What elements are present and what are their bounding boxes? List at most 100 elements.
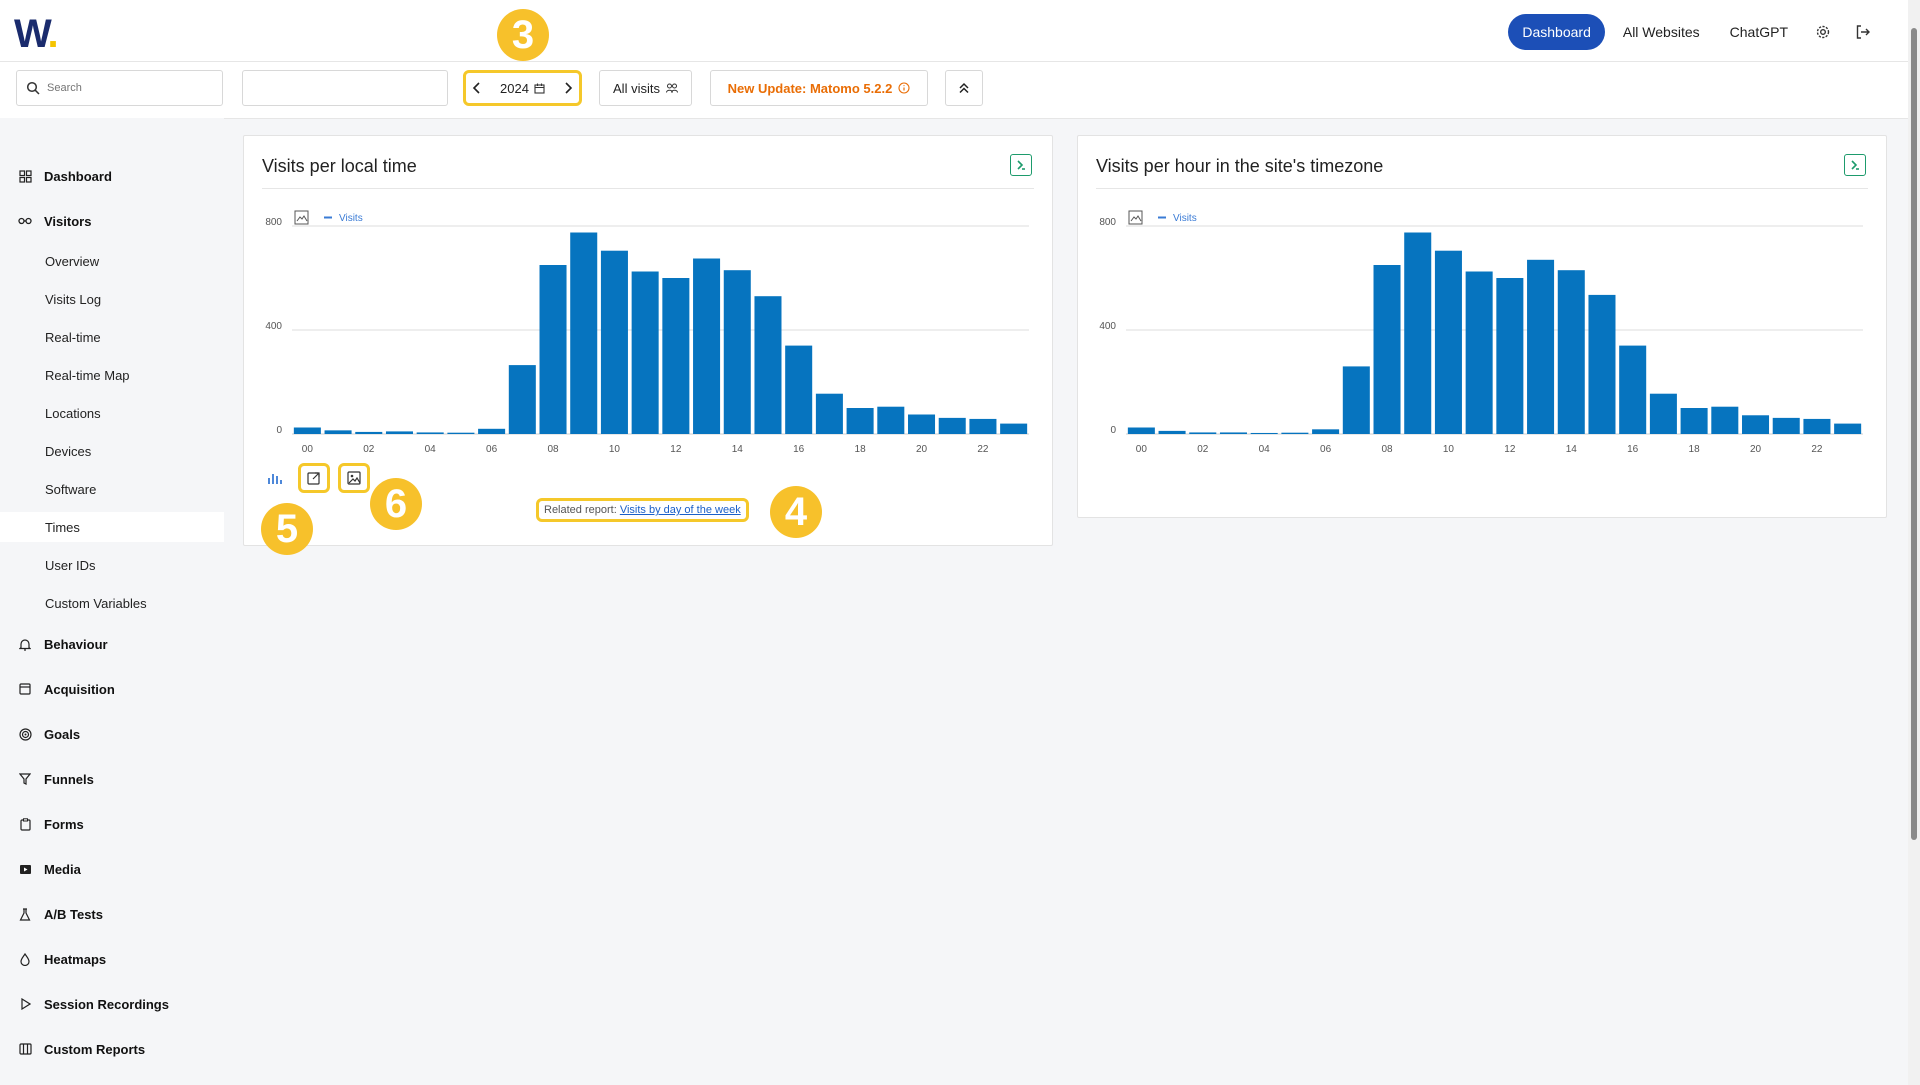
x-tick-label: 06 — [486, 444, 498, 455]
sidebar-item-forms[interactable]: Forms — [0, 809, 224, 839]
bar-03 — [385, 431, 413, 434]
related-report: Related report: Visits by day of the wee… — [536, 498, 749, 522]
x-tick-label: 04 — [1259, 444, 1271, 455]
sidebar-item-acquisition[interactable]: Acquisition — [0, 674, 224, 704]
sidebar-item-custom-variables[interactable]: Custom Variables — [0, 588, 224, 618]
bar-02 — [1189, 432, 1217, 434]
sidebar-item-behaviour[interactable]: Behaviour — [0, 629, 224, 659]
bar-13 — [1527, 259, 1555, 434]
sidebar-item-label: Acquisition — [44, 681, 115, 697]
sidebar-item-heatmaps[interactable]: Heatmaps — [0, 944, 224, 974]
sidebar-item-real-time-map[interactable]: Real-time Map — [0, 360, 224, 390]
sidebar-item-locations[interactable]: Locations — [0, 398, 224, 428]
legend-label: Visits — [1173, 213, 1197, 224]
drop-icon — [18, 952, 32, 966]
chevron-right-icon[interactable] — [563, 82, 573, 94]
scrollbar-thumb[interactable] — [1911, 28, 1917, 840]
segment-icon — [665, 83, 678, 93]
sidebar-item-media[interactable]: Media — [0, 854, 224, 884]
sidebar-item-times[interactable]: Times — [0, 512, 224, 542]
x-tick-label: 18 — [1689, 444, 1701, 455]
x-tick-label: 20 — [916, 444, 928, 455]
sidebar-item-dashboard[interactable]: Dashboard — [0, 161, 224, 191]
sidebar-item-label: User IDs — [45, 557, 96, 573]
title-divider — [262, 188, 1034, 189]
sidebar-item-label: Custom Reports — [44, 1041, 146, 1057]
nav-dashboard[interactable]: Dashboard — [1508, 14, 1605, 50]
bell-icon — [18, 637, 32, 651]
chevron-left-icon[interactable] — [472, 82, 482, 94]
image-icon[interactable] — [338, 463, 370, 493]
window-icon — [18, 682, 32, 696]
sidebar-item-visits-log[interactable]: Visits Log — [0, 284, 224, 314]
sidebar-item-session-recordings[interactable]: Session Recordings — [0, 989, 224, 1019]
nav-chatgpt[interactable]: ChatGPT — [1729, 24, 1788, 40]
bar-05 — [1281, 432, 1309, 434]
period-value[interactable]: 2024 — [500, 80, 529, 96]
logo[interactable]: W. — [14, 12, 59, 56]
bar-14 — [723, 270, 751, 434]
bar-21 — [1772, 417, 1800, 434]
media-icon — [18, 862, 32, 876]
ai-insight-icon[interactable] — [1844, 154, 1866, 176]
sidebar-item-devices[interactable]: Devices — [0, 436, 224, 466]
sidebar-item-visitors[interactable]: Visitors — [0, 206, 224, 236]
bar-04 — [416, 432, 444, 434]
glasses-icon — [18, 214, 32, 228]
sidebar-item-software[interactable]: Software — [0, 474, 224, 504]
x-tick-label: 02 — [1197, 444, 1209, 455]
related-report-link[interactable]: Visits by day of the week — [619, 504, 741, 516]
bar-09 — [1404, 232, 1432, 434]
search-box[interactable] — [16, 70, 223, 106]
segment-selector[interactable]: All visits — [599, 70, 692, 106]
gear-icon[interactable] — [1806, 15, 1840, 49]
x-tick-label: 06 — [1320, 444, 1332, 455]
sidebar-item-label: Real-time — [45, 329, 101, 345]
x-tick-label: 20 — [1750, 444, 1762, 455]
bar-09 — [570, 232, 598, 434]
bar-chart: Visits 0 400 800 00 02 04 06 08 10 12 14 16 18 20 22 — [265, 210, 1029, 455]
period-selector[interactable]: 2024 — [463, 70, 582, 106]
sidebar-item-label: Times — [45, 519, 80, 535]
chart-picture-icon[interactable] — [294, 210, 309, 225]
chart-picture-icon-mark — [296, 215, 308, 222]
bar-17 — [1649, 393, 1677, 434]
export-icon[interactable] — [298, 463, 330, 493]
sidebar-item-label: Devices — [45, 443, 92, 459]
ai-insight-icon[interactable] — [1010, 154, 1032, 176]
sidebar-item-label: Behaviour — [44, 636, 108, 652]
bar-18 — [1680, 408, 1708, 434]
sidebar-item-goals[interactable]: Goals — [0, 719, 224, 749]
search-input[interactable] — [45, 81, 209, 95]
controls-bar: 2024 All visits New Update: Matomo 5.2.2 — [0, 62, 1908, 119]
report-icon — [18, 1042, 32, 1056]
bar-chart-view-icon[interactable] — [258, 463, 290, 493]
sidebar-item-real-time[interactable]: Real-time — [0, 322, 224, 352]
sidebar-item-label: Software — [45, 481, 97, 497]
nav-all-websites[interactable]: All Websites — [1622, 24, 1700, 40]
sidebar-item-user-ids[interactable]: User IDs — [0, 550, 224, 580]
x-tick-label: 14 — [1566, 444, 1578, 455]
sidebar-item-label: Overview — [45, 253, 100, 269]
update-notice[interactable]: New Update: Matomo 5.2.2 — [710, 70, 928, 106]
x-tick-label: 00 — [1136, 444, 1148, 455]
sidebar-item-overview[interactable]: Overview — [0, 246, 224, 276]
widget-title: Visits per hour in the site's timezone — [1096, 156, 1384, 176]
bar-05 — [447, 432, 475, 434]
collapse-button[interactable] — [945, 70, 983, 106]
sidebar-item-label: Forms — [44, 816, 84, 832]
sidebar-item-a-b-tests[interactable]: A/B Tests — [0, 899, 224, 929]
site-selector[interactable] — [242, 70, 448, 106]
logout-icon[interactable] — [1846, 15, 1880, 49]
sidebar-item-label: Real-time Map — [45, 367, 130, 383]
chart-picture-icon-mark — [1130, 215, 1142, 222]
sidebar-item-custom-reports[interactable]: Custom Reports — [0, 1034, 224, 1064]
chart-picture-icon[interactable] — [1128, 210, 1143, 225]
sidebar-item-funnels[interactable]: Funnels — [0, 764, 224, 794]
bar-00 — [1127, 427, 1155, 434]
widget-visits-per-local-time: Visits per local time Visits 0 400 800 00 02 0… — [243, 135, 1053, 546]
widget-footer — [258, 463, 370, 493]
page-scrollbar[interactable] — [1908, 0, 1920, 1085]
bar-22 — [1803, 418, 1831, 434]
sidebar-item-label: Heatmaps — [44, 951, 107, 967]
